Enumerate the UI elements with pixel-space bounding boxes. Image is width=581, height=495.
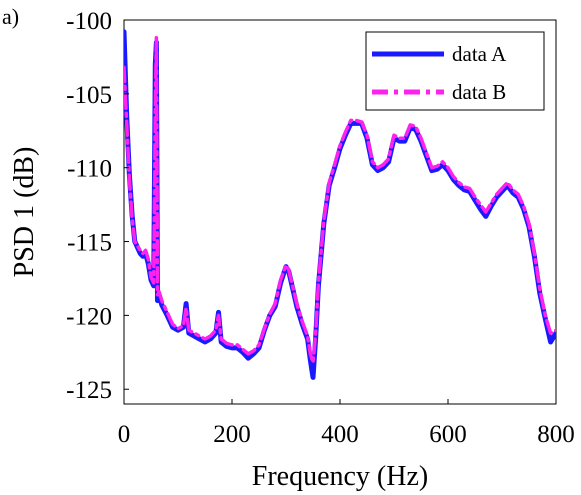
y-tick-label: -105 bbox=[66, 82, 112, 109]
y-axis: -100 -105 -110 -115 -120 -125 bbox=[66, 8, 129, 404]
panel-label: a) bbox=[2, 4, 19, 29]
x-axis-label: Frequency (Hz) bbox=[252, 461, 428, 492]
x-tick-label: 600 bbox=[429, 421, 467, 448]
legend-label-data-b: data B bbox=[452, 80, 506, 104]
x-tick-label: 400 bbox=[321, 421, 359, 448]
y-tick-label: -125 bbox=[66, 377, 112, 404]
legend: data A data B bbox=[365, 31, 545, 111]
x-tick-label: 0 bbox=[118, 421, 131, 448]
x-axis: 0 200 400 600 800 bbox=[118, 399, 575, 448]
y-axis-label: PSD 1 (dB) bbox=[9, 147, 40, 278]
y-tick-label: -115 bbox=[67, 230, 112, 257]
series-line-data-b bbox=[124, 35, 556, 365]
y-tick-label: -120 bbox=[66, 303, 112, 330]
y-tick-label: -110 bbox=[67, 156, 112, 183]
x-tick-label: 200 bbox=[213, 421, 251, 448]
legend-label-data-a: data A bbox=[452, 42, 507, 66]
legend-box bbox=[365, 31, 545, 111]
y-tick-label: -100 bbox=[66, 8, 112, 35]
x-tick-label: 800 bbox=[537, 421, 575, 448]
series-layer bbox=[124, 29, 556, 380]
